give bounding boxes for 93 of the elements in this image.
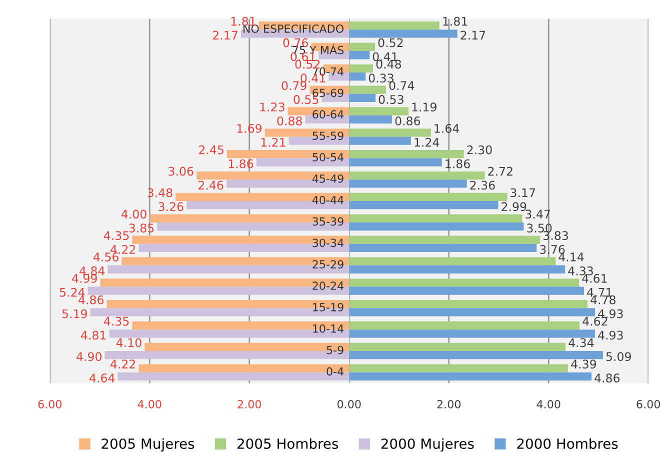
data-label: 4.56 — [93, 252, 118, 262]
data-label: 4.35 — [104, 231, 129, 240]
data-label: 0.79 — [282, 81, 306, 90]
data-label: 4.34 — [568, 338, 594, 348]
data-label: 4.71 — [587, 288, 612, 297]
data-label: 4.90 — [76, 352, 102, 362]
legend-label: 2005 Hombres — [237, 438, 338, 449]
data-label: 4.35 — [104, 316, 129, 326]
y-tick-label: 10-14 — [313, 324, 344, 333]
data-label: 0.61 — [290, 52, 316, 62]
data-label: 4.81 — [81, 330, 106, 340]
data-label: 2.36 — [470, 180, 495, 190]
data-label: 0.53 — [378, 95, 404, 104]
data-label: 0.88 — [277, 116, 302, 126]
data-label: 4.14 — [558, 252, 584, 262]
data-label: 1.64 — [434, 124, 460, 133]
data-label: 2.45 — [199, 145, 224, 154]
data-label: 4.86 — [78, 295, 104, 304]
data-label: 0.52 — [295, 60, 320, 69]
data-label: 5.09 — [606, 352, 631, 362]
x-tick-label: 2.00 — [437, 400, 461, 408]
x-tick-label: 6.00 — [38, 400, 62, 408]
data-label: 0.48 — [376, 60, 402, 69]
data-label: 2.17 — [460, 30, 486, 40]
x-tick-label: 4.00 — [138, 400, 162, 408]
data-label: 0.41 — [300, 74, 326, 83]
data-label: 0.86 — [395, 116, 420, 126]
y-tick-label: 60-64 — [312, 110, 344, 119]
data-label: 2.72 — [488, 166, 512, 176]
data-label: 1.81 — [231, 16, 256, 26]
data-label: 0.41 — [372, 52, 398, 62]
data-label: 1.86 — [228, 159, 254, 168]
data-label: 1.24 — [414, 138, 440, 147]
legend-label: 2005 Mujeres — [102, 438, 194, 452]
data-label: 1.23 — [260, 102, 284, 112]
data-label: 4.86 — [594, 374, 620, 382]
y-tick-label: 45-49 — [312, 174, 344, 183]
data-label: 5.24 — [60, 288, 85, 297]
data-label: 3.83 — [544, 231, 568, 240]
data-label: 3.47 — [526, 210, 550, 219]
data-label: 4.93 — [598, 309, 623, 318]
data-label: 5.19 — [62, 309, 87, 318]
data-label: 4.93 — [598, 330, 623, 340]
x-tick-label: 0.00 — [337, 400, 361, 408]
data-label: 3.85 — [129, 224, 154, 233]
data-label: 0.55 — [294, 95, 318, 104]
data-label: 4.33 — [568, 266, 593, 276]
data-label: 3.50 — [527, 224, 552, 233]
data-label: 4.84 — [80, 266, 105, 276]
data-label: 4.78 — [590, 295, 616, 304]
data-label: 2.99 — [502, 202, 526, 212]
data-label: 1.19 — [412, 102, 436, 112]
data-label: 1.21 — [261, 138, 286, 147]
legend-label: 2000 Mujeres — [381, 438, 474, 452]
data-label: 4.10 — [116, 338, 142, 348]
y-tick-label: 20-24 — [312, 282, 344, 290]
data-label: 4.99 — [72, 274, 97, 283]
y-tick-label: 55-59 — [312, 132, 344, 140]
data-label: 2.46 — [198, 180, 224, 190]
data-label: 4.22 — [110, 245, 135, 254]
data-label: 1.86 — [446, 159, 470, 168]
legend-label: 2000 Hombres — [517, 438, 618, 449]
data-label: 3.06 — [168, 166, 194, 176]
x-tick-label: 4.00 — [536, 400, 560, 408]
y-tick-label: 15-19 — [313, 302, 344, 312]
x-tick-label: 2.00 — [238, 400, 262, 408]
data-label: 3.17 — [510, 188, 535, 198]
data-label: 2.17 — [212, 30, 238, 40]
y-tick-label: 35-39 — [312, 217, 344, 226]
data-label: 0.74 — [389, 81, 414, 90]
y-tick-label: 5-9 — [326, 346, 344, 354]
data-label: 3.26 — [158, 202, 184, 212]
data-label: 4.64 — [90, 374, 115, 382]
data-label: 4.00 — [121, 210, 146, 219]
data-label: 4.39 — [571, 360, 596, 369]
data-label: 2.30 — [467, 145, 492, 154]
y-tick-label: 50-54 — [312, 152, 344, 162]
x-tick-label: 6.00 — [636, 400, 660, 408]
data-label: 3.48 — [148, 188, 172, 198]
data-label: 0.33 — [368, 74, 394, 83]
y-tick-label: 30-34 — [312, 238, 344, 248]
y-tick-label: NO ESPECIFICADO — [243, 24, 344, 33]
data-label: 1.81 — [443, 16, 468, 26]
data-label: 4.22 — [110, 360, 135, 368]
data-label: 4.62 — [582, 316, 608, 326]
data-label: 4.61 — [582, 274, 607, 283]
data-label: 0.52 — [378, 38, 403, 48]
y-tick-label: 40-44 — [312, 196, 344, 204]
data-label: 1.69 — [237, 124, 262, 133]
y-tick-label: 65-69 — [312, 88, 344, 98]
data-label: 3.76 — [540, 245, 565, 254]
y-tick-label: 25-29 — [312, 260, 344, 269]
y-tick-label: 0-4 — [326, 367, 344, 376]
